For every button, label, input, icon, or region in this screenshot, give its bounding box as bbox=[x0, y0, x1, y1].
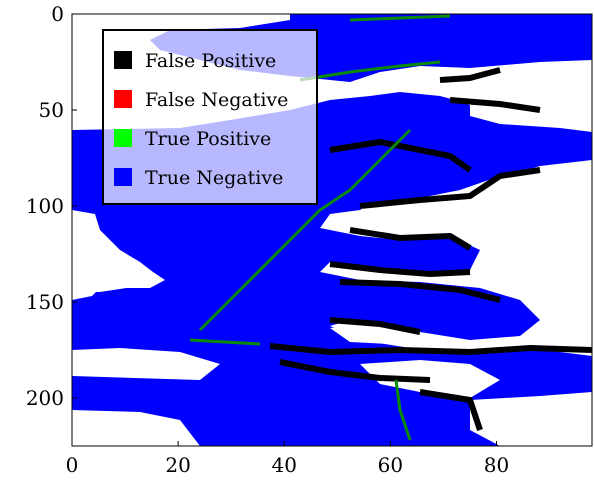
legend-label: False Negative bbox=[145, 89, 288, 111]
legend-swatch bbox=[114, 51, 132, 69]
legend-swatch bbox=[114, 90, 132, 108]
y-tick-label: 200 bbox=[26, 386, 64, 410]
true-positive-trace-1 bbox=[198, 128, 412, 332]
background-region-right-3 bbox=[540, 296, 592, 344]
legend-box bbox=[102, 29, 318, 205]
legend-swatch bbox=[114, 168, 132, 186]
legend-swatch bbox=[114, 129, 132, 147]
legend-label: True Positive bbox=[145, 128, 271, 150]
plot-frame bbox=[71, 13, 593, 447]
false-positive-boundary-7 bbox=[269, 343, 592, 355]
background-region-mid bbox=[330, 326, 400, 344]
x-tick-label: 60 bbox=[378, 453, 403, 477]
background-region-bottom-left bbox=[72, 410, 200, 446]
false-positive-boundary-2 bbox=[359, 167, 541, 209]
x-axis: 0 20 40 60 80 bbox=[66, 441, 509, 477]
legend-label: True Negative bbox=[145, 167, 283, 189]
y-tick-label: 0 bbox=[51, 2, 64, 26]
true-positive-trace-4 bbox=[394, 379, 412, 441]
true-positive-trace-3 bbox=[349, 14, 451, 22]
background-region-left-1 bbox=[72, 210, 158, 292]
false-positive-boundary-1 bbox=[329, 139, 472, 173]
y-tick-label: 150 bbox=[26, 290, 64, 314]
true-positive-trace-5 bbox=[189, 338, 261, 346]
background-region-right-2 bbox=[480, 246, 592, 292]
false-positive-boundary-4 bbox=[329, 261, 471, 277]
false-positive-boundary-5 bbox=[339, 279, 501, 303]
y-axis: 0 50 100 150 200 bbox=[26, 2, 77, 410]
false-positive-boundary-3 bbox=[349, 227, 472, 251]
background-region-right-1 bbox=[358, 168, 592, 234]
legend-label: False Positive bbox=[145, 50, 276, 72]
x-tick-label: 20 bbox=[165, 453, 190, 477]
x-tick-label: 0 bbox=[66, 453, 79, 477]
false-positive-boundary-11 bbox=[449, 97, 541, 113]
y-tick-label: 50 bbox=[39, 98, 64, 122]
true-positive-trace-2 bbox=[299, 60, 441, 82]
false-positive-boundary-9 bbox=[419, 389, 483, 431]
y-tick-label: 100 bbox=[26, 194, 64, 218]
true-positive-traces bbox=[189, 14, 451, 441]
false-positive-boundary-10 bbox=[439, 67, 501, 83]
false-positive-boundaries bbox=[269, 67, 592, 431]
background-region-left-2 bbox=[72, 348, 220, 380]
x-tick-label: 40 bbox=[272, 453, 297, 477]
false-positive-boundary-8 bbox=[279, 359, 431, 383]
false-positive-boundary-6 bbox=[329, 317, 421, 335]
legend: False Positive False Negative True Positiv… bbox=[102, 29, 318, 205]
background-region-bottom-right bbox=[470, 392, 592, 446]
x-tick-label: 80 bbox=[484, 453, 509, 477]
